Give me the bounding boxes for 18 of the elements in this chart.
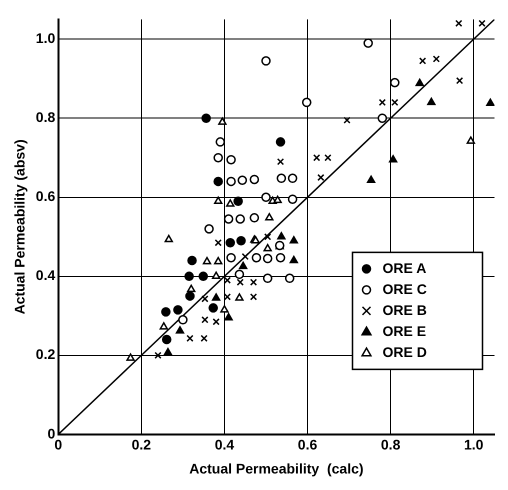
- y-tick-label: 0.2: [36, 346, 56, 362]
- legend-label: ORE A: [382, 260, 426, 276]
- y-tick-label: 0.6: [36, 188, 56, 204]
- x-tick-label: 0.8: [380, 436, 401, 453]
- x-tick-label: 0.6: [298, 436, 318, 453]
- legend-label: ORE D: [382, 344, 427, 360]
- x-tick-label: 1.0: [464, 436, 484, 453]
- y-axis-title: Actual Permeability (absv): [11, 139, 28, 314]
- x-tick-label: 0.2: [132, 436, 152, 453]
- legend-label: ORE E: [382, 322, 426, 339]
- x-tick-label: 0.4: [214, 436, 234, 453]
- y-tick-label: 1.0: [36, 30, 56, 46]
- legend-label: ORE C: [382, 280, 427, 297]
- y-tick-label: 0.8: [36, 109, 56, 126]
- x-axis-title: Actual Permeability (calc): [189, 460, 364, 476]
- legend-label: ORE B: [382, 302, 427, 318]
- y-tick-label: 0: [47, 425, 56, 442]
- y-tick-label: 0.4: [36, 267, 56, 284]
